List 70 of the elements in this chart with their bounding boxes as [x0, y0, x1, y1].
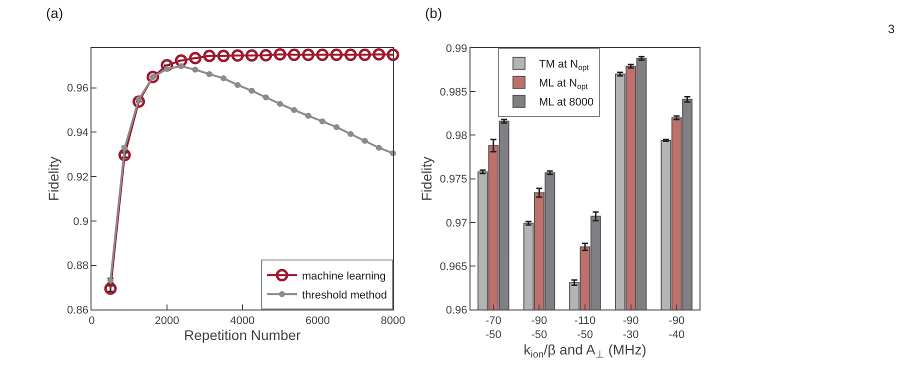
point [277, 100, 283, 107]
point [178, 63, 184, 70]
text: 3 [888, 22, 895, 36]
legend-label: machine learning [302, 270, 386, 282]
y-tick-label: 0.88 [67, 260, 88, 272]
point [316, 48, 329, 62]
point [372, 48, 386, 61]
y-tick-label: 0.86 [67, 304, 88, 317]
point [246, 49, 258, 62]
point [160, 58, 174, 72]
point [220, 75, 226, 82]
y-tick-label: 0.96 [446, 304, 468, 317]
point [164, 66, 170, 72]
legend-label: threshold method [302, 289, 388, 302]
point [274, 48, 286, 61]
x-axis-title: k$_{ion}$/β and A$_{⊥}$ (MHz) [524, 341, 646, 360]
x-tick-label: -90 -30 [622, 314, 639, 342]
x-tick-label: 0 [88, 314, 95, 327]
point [174, 54, 188, 67]
point [217, 50, 230, 62]
legend-label: TM at N$_{opt}$ [538, 58, 590, 72]
text: (a) [46, 5, 64, 21]
x-axis-title: Repetition Number [184, 327, 302, 344]
x-tick-label: -70 -50 [485, 314, 502, 342]
point [189, 52, 202, 64]
y-axis-title: Fidelity [418, 156, 434, 201]
point [319, 118, 326, 124]
point [334, 124, 340, 130]
x-tick-label: -90 -40 [668, 314, 685, 342]
point [206, 71, 212, 78]
point [262, 94, 269, 100]
point [362, 138, 368, 144]
y-tick-label: 0.92 [67, 171, 88, 184]
point [104, 282, 117, 295]
y-tick-label: 0.965 [440, 260, 468, 273]
point [291, 107, 298, 114]
point [118, 148, 131, 162]
y-tick-label: 0.985 [440, 86, 468, 98]
y-axis-title: Fidelity [46, 156, 62, 201]
point [248, 88, 255, 94]
x-tick-label: 8000 [380, 314, 406, 327]
y-tick-label: 0.97 [446, 217, 468, 230]
point [376, 144, 382, 151]
point [305, 112, 312, 119]
x-tick-label: 6000 [305, 314, 330, 327]
point [386, 48, 400, 62]
text: (b) [425, 5, 442, 21]
point [260, 48, 272, 62]
x-tick-label: -110 -50 [574, 314, 596, 342]
point [234, 82, 241, 88]
point [231, 49, 244, 62]
y-tick-label: 0.94 [67, 127, 88, 140]
point [348, 130, 354, 137]
y-tick-label: 0.96 [67, 82, 88, 95]
y-tick-label: 0.975 [440, 174, 468, 186]
point [302, 48, 315, 62]
legend-label: ML at N$_{opt}$ [538, 78, 589, 92]
point [203, 50, 216, 62]
y-tick-label: 0.98 [446, 130, 468, 142]
point [330, 48, 343, 62]
point [344, 48, 357, 62]
x-tick-label: -90 -50 [531, 314, 548, 342]
legend-label: ML at 8000 [538, 96, 594, 109]
x-tick-label: 2000 [154, 314, 180, 327]
point [358, 48, 372, 62]
y-tick-label: 0.99 [446, 42, 468, 55]
point [192, 66, 198, 73]
y-tick-label: 0.9 [73, 216, 88, 228]
point [288, 48, 300, 62]
x-tick-label: 4000 [230, 314, 255, 327]
